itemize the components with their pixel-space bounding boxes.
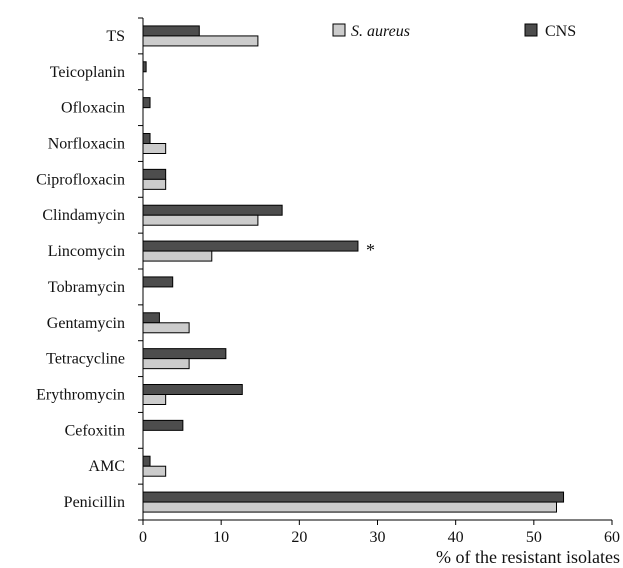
x-tick-label-40: 40 [448, 529, 464, 546]
category-label-penicillin: Penicillin [64, 494, 125, 511]
category-labels-group: TS Teicoplanin Ofloxacin Norfloxacin Ciprofl… [36, 28, 125, 511]
bar-cns-clindamycin [142, 204, 283, 216]
category-label-lincomycin: Lincomycin [48, 243, 125, 260]
category-label-ofloxacin: Ofloxacin [61, 100, 125, 117]
x-tick-label-50: 50 [526, 529, 542, 546]
bar-s-aureus-ts [142, 35, 259, 47]
bar-s-aureus-erythromycin [142, 394, 167, 405]
category-label-tetracycline: Tetracycline [46, 351, 125, 368]
axes-group [138, 17, 612, 521]
bar-cns-ciprofloxacin [142, 168, 167, 180]
bar-cns-tobramycin [142, 276, 174, 288]
bar-cns-lincomycin [142, 240, 359, 252]
x-tick-label-20: 20 [291, 529, 307, 546]
x-tick-label-10: 10 [213, 529, 229, 546]
bar-s-aureus-tetracycline [142, 358, 190, 370]
bar-cns-ofloxacin [142, 97, 151, 109]
bar-cns-tetracycline [142, 348, 227, 360]
bar-cns-ts [142, 25, 200, 37]
category-label-erythromycin: Erythromycin [36, 387, 125, 404]
bar-s-aureus-amc [142, 465, 167, 477]
annotations-group: * [366, 240, 375, 260]
x-tick-label-60: 60 [604, 529, 620, 546]
bar-cns-gentamycin [142, 312, 160, 324]
x-tick-label-30: 30 [370, 529, 386, 546]
x-axis-label: % of the resistant isolates [436, 547, 620, 567]
bar-s-aureus-clindamycin [142, 214, 259, 226]
bar-s-aureus-gentamycin [142, 322, 190, 334]
bars-group [142, 25, 565, 513]
category-label-gentamycin: Gentamycin [47, 315, 125, 332]
bar-s-aureus-norfloxacin [142, 143, 167, 154]
bar-cns-norfloxacin [142, 133, 151, 144]
legend-label-s-aureus: S. aureus [351, 23, 410, 40]
bar-s-aureus-lincomycin [142, 250, 213, 262]
category-label-ts: TS [106, 28, 125, 45]
x-ticks-group: 0 10 20 30 40 50 60 [139, 520, 620, 546]
category-label-norfloxacin: Norfloxacin [48, 136, 125, 153]
category-label-cefoxitin: Cefoxitin [65, 422, 125, 439]
category-label-amc: AMC [89, 458, 125, 475]
bar-cns-amc [142, 455, 151, 467]
legend-swatch-s-aureus [332, 23, 346, 37]
bar-cns-cefoxitin [142, 419, 184, 431]
category-label-tobramycin: Tobramycin [48, 279, 125, 296]
legend: S. aureus CNS [332, 23, 576, 40]
x-tick-label-0: 0 [139, 529, 147, 546]
legend-swatch-cns [524, 23, 538, 37]
category-label-ciprofloxacin: Ciprofloxacin [36, 171, 125, 188]
bar-s-aureus-penicillin [142, 501, 558, 513]
category-label-clindamycin: Clindamycin [42, 207, 125, 224]
bar-cns-penicillin [142, 491, 565, 503]
bar-cns-erythromycin [142, 384, 243, 395]
significance-asterisk: * [366, 240, 375, 260]
category-label-teicoplanin: Teicoplanin [50, 64, 125, 81]
legend-label-cns: CNS [545, 23, 576, 40]
bar-s-aureus-ciprofloxacin [142, 178, 167, 190]
